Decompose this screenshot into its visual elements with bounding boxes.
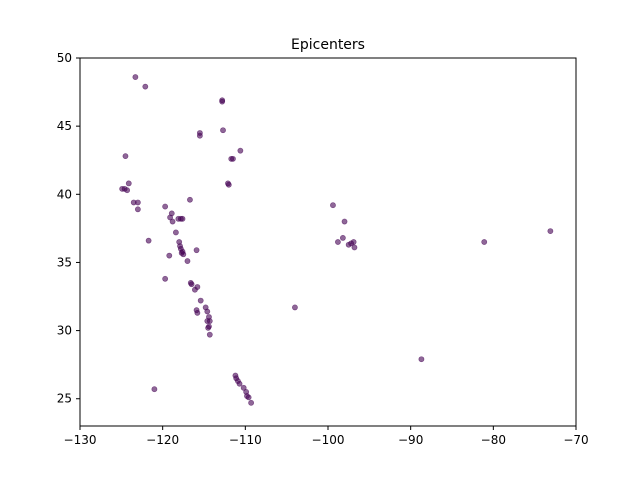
epicenter-point	[335, 239, 341, 245]
epicenter-point	[178, 250, 185, 256]
epicenter-point	[162, 203, 169, 210]
epicenter-point	[225, 181, 232, 188]
epicenter-point	[351, 244, 358, 251]
epicenter-point	[220, 127, 226, 134]
epicenter-point	[162, 275, 169, 282]
epicenter-point	[292, 304, 298, 311]
epicenter-point	[142, 83, 149, 90]
epicenter-point	[197, 297, 204, 304]
epicenter-point	[122, 153, 129, 160]
epicenter-point	[341, 218, 348, 225]
epicenter-point	[219, 98, 226, 105]
epicenter-point	[172, 229, 179, 236]
x-tick-label: −130	[64, 433, 97, 447]
x-tick-label: −90	[398, 433, 423, 447]
y-axis: 25 30 35 40 45 50	[57, 51, 80, 406]
plot-area-frame	[79, 57, 577, 427]
epicenter-point	[547, 228, 554, 234]
chart-title: Epicenters	[291, 37, 365, 53]
epicenter-point	[339, 235, 346, 241]
epicenter-point	[125, 180, 132, 187]
epicenter-point	[132, 74, 139, 80]
epicenter-point	[192, 286, 198, 293]
x-tick-label: −120	[146, 433, 179, 447]
epicenter-point	[124, 187, 131, 194]
epicenter-point	[230, 155, 236, 162]
x-axis: −130 −120 −110 −100 −90 −80 −70	[64, 426, 589, 447]
epicenter-point	[204, 308, 211, 315]
epicenter-point	[205, 324, 212, 331]
epicenter-point	[418, 356, 425, 363]
epicenter-point	[236, 380, 243, 387]
epicenter-point	[206, 331, 213, 338]
epicenter-point	[134, 199, 141, 206]
epicenter-point	[179, 215, 186, 222]
epicenter-point	[194, 309, 201, 316]
epicenter-point	[248, 399, 255, 406]
y-tick-label: 50	[57, 51, 72, 65]
epicenter-point	[206, 318, 213, 324]
epicenter-point	[245, 394, 252, 401]
epicenter-point	[193, 247, 200, 254]
points-layer	[119, 74, 554, 406]
epicenter-point	[330, 202, 336, 209]
epicenter-point	[187, 196, 193, 203]
epicenter-point	[196, 132, 203, 139]
epicenter-point	[169, 218, 176, 225]
epicenter-point	[237, 147, 244, 154]
y-tick-label: 40	[57, 187, 72, 201]
epicenter-point	[184, 258, 191, 264]
x-tick-label: −70	[563, 433, 588, 447]
epicenter-point	[145, 237, 152, 244]
epicenter-point	[166, 252, 173, 259]
y-tick-label: 35	[57, 255, 72, 269]
x-tick-label: −100	[312, 433, 345, 447]
y-tick-label: 30	[57, 324, 72, 338]
y-tick-label: 25	[57, 392, 72, 406]
x-tick-label: −110	[229, 433, 262, 447]
epicenter-point	[188, 281, 195, 288]
y-tick-label: 45	[57, 119, 72, 133]
epicenter-point	[151, 386, 158, 393]
epicenter-point	[350, 239, 357, 245]
epicenter-point	[481, 239, 488, 245]
epicenter-point	[134, 206, 141, 213]
x-tick-label: −80	[481, 433, 506, 447]
